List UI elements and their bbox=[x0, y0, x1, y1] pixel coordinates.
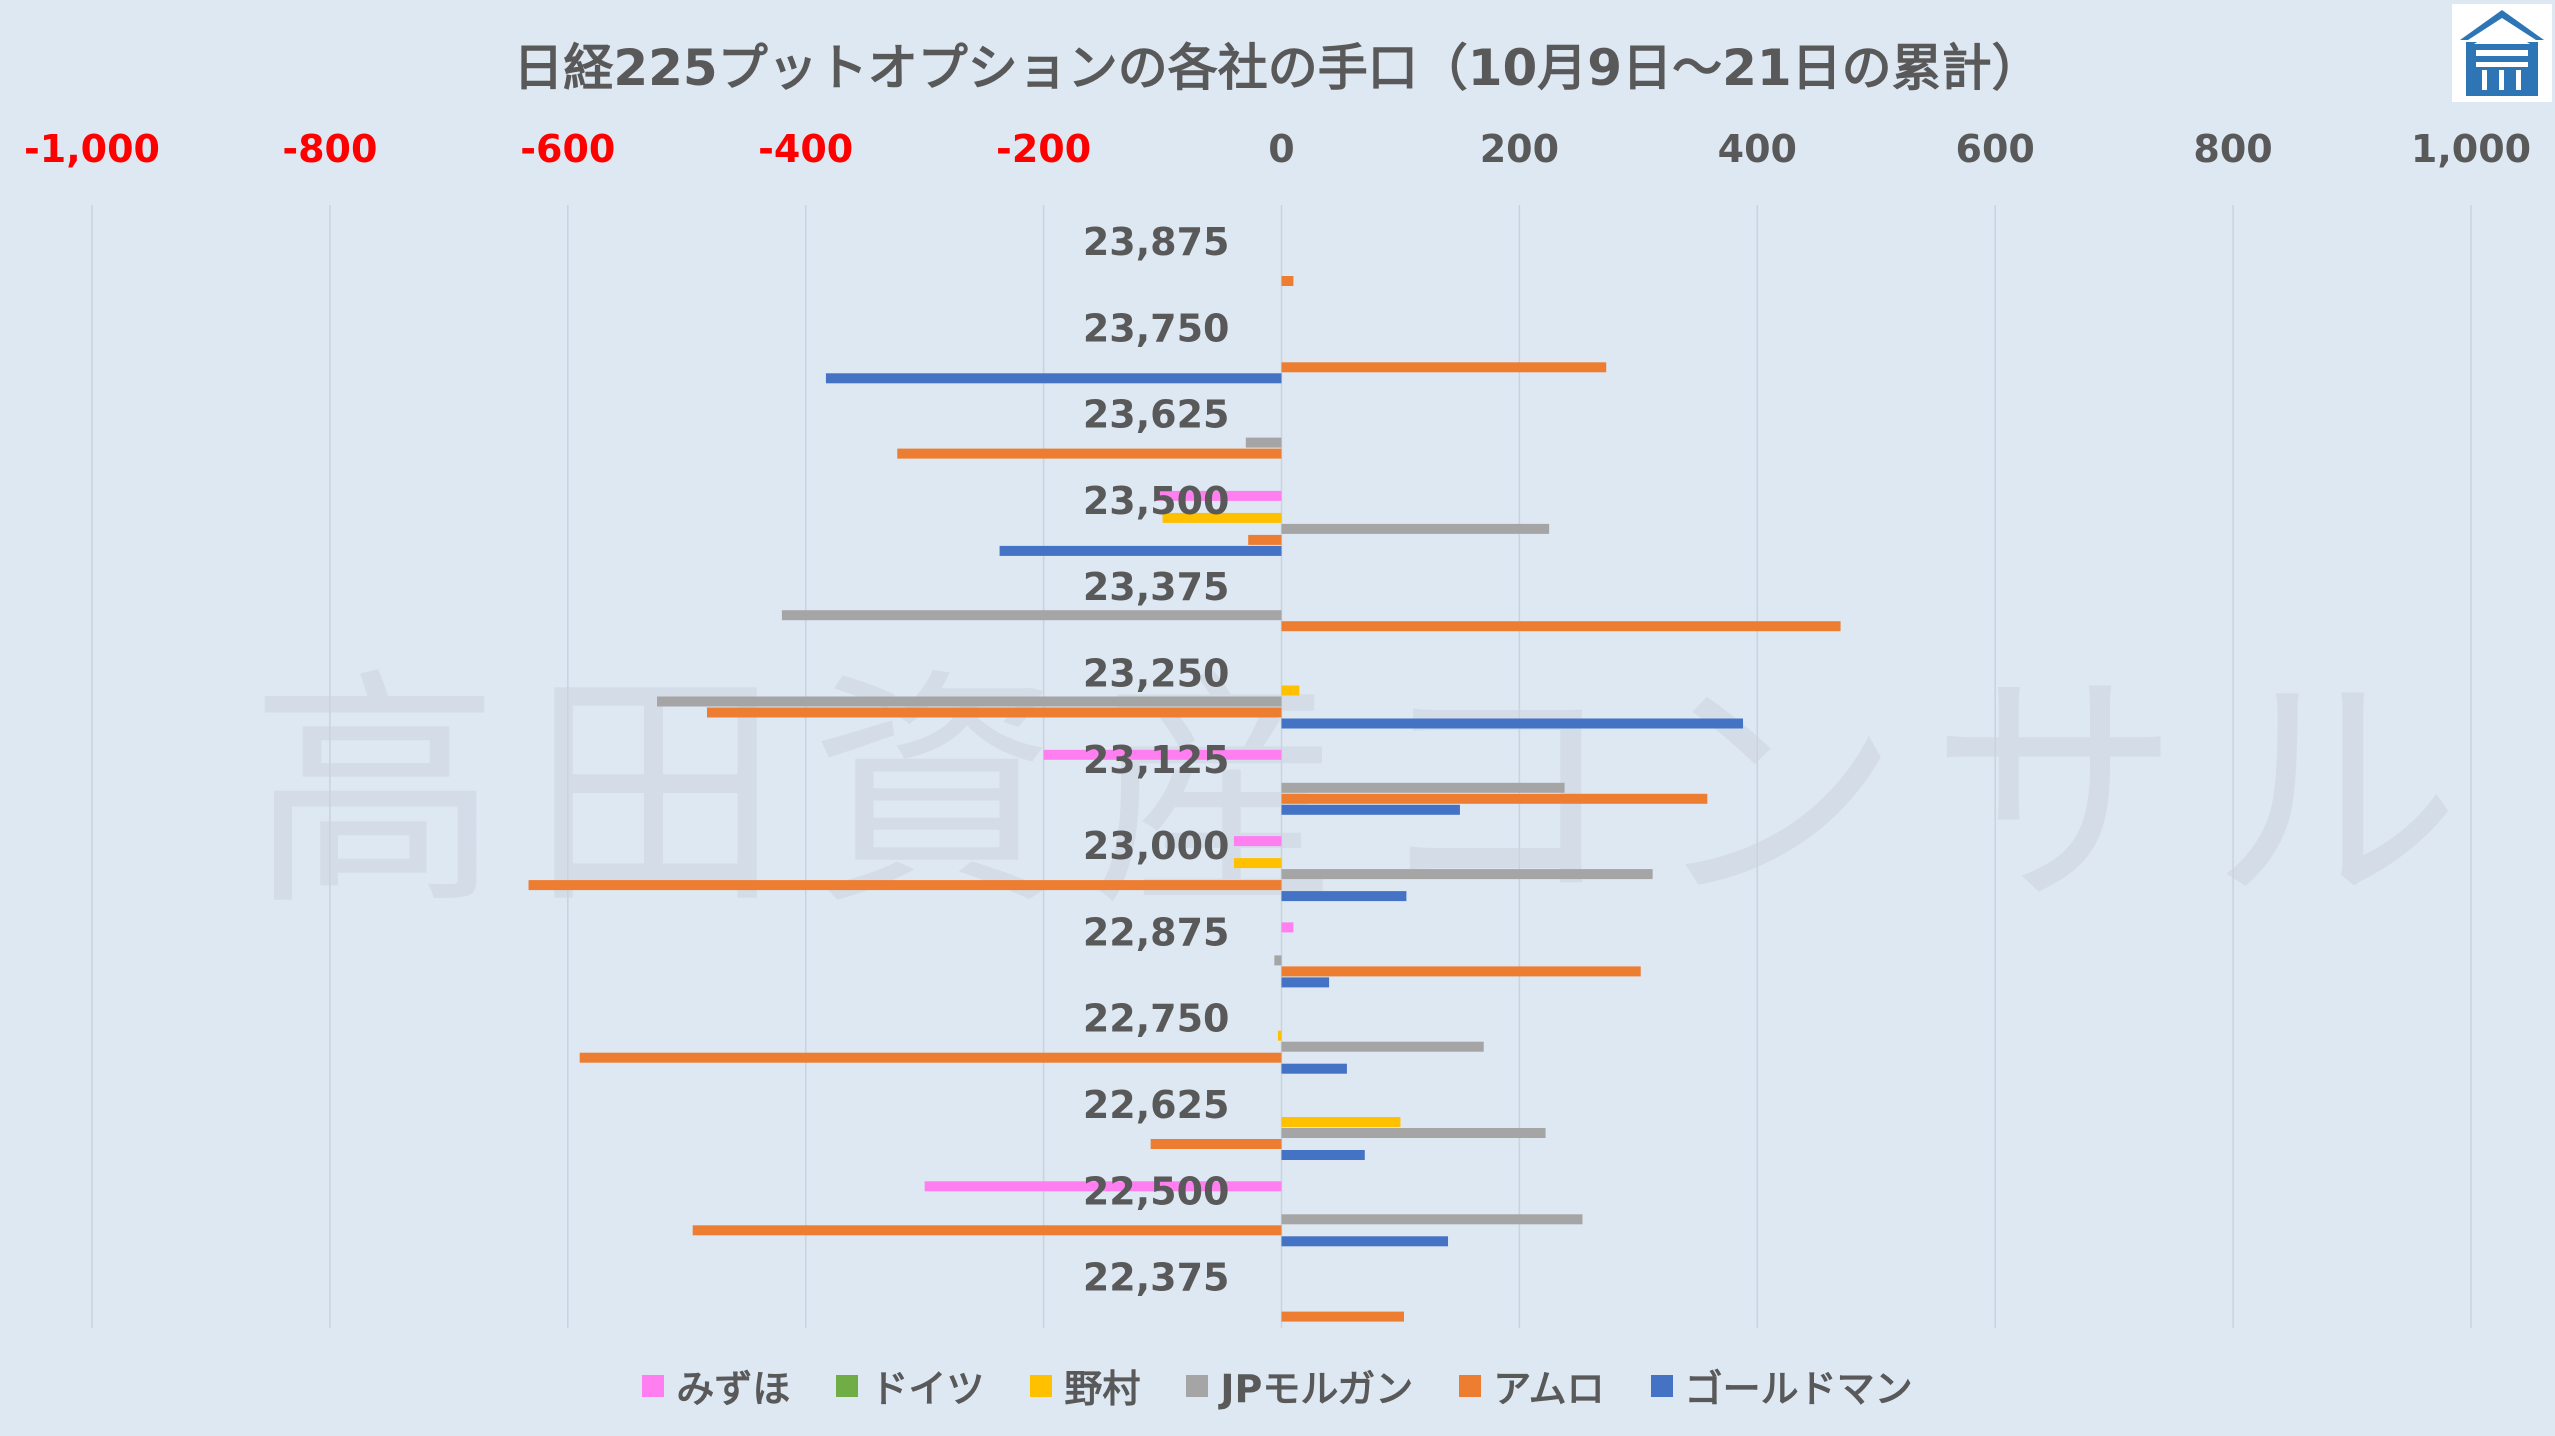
bar bbox=[897, 448, 1282, 459]
bar bbox=[1281, 362, 1607, 373]
bar bbox=[1281, 1311, 1405, 1322]
bar bbox=[1281, 891, 1407, 902]
bar bbox=[579, 1052, 1282, 1063]
legend-item: JPモルガン bbox=[1186, 1358, 1413, 1413]
legend-swatch bbox=[836, 1374, 859, 1397]
bar bbox=[1248, 534, 1282, 545]
legend-label: ドイツ bbox=[870, 1367, 985, 1411]
x-tick-label: 400 bbox=[1718, 127, 1797, 171]
bar bbox=[692, 1225, 1282, 1236]
bar bbox=[528, 880, 1282, 891]
bar bbox=[1281, 804, 1460, 815]
legend-label: JPモルガン bbox=[1220, 1367, 1414, 1411]
bar bbox=[1274, 955, 1282, 966]
legend-item: ドイツ bbox=[836, 1358, 984, 1413]
building-icon bbox=[2460, 10, 2544, 96]
bar bbox=[1281, 718, 1744, 729]
bar bbox=[1281, 1063, 1347, 1074]
y-category-label: 23,125 bbox=[1083, 738, 1230, 782]
watermark: 高田資産コンサル bbox=[250, 648, 2490, 939]
bar bbox=[924, 1181, 1282, 1192]
bar bbox=[1281, 1150, 1365, 1160]
y-category-label: 22,500 bbox=[1083, 1169, 1230, 1213]
x-tick-label: -600 bbox=[520, 127, 615, 171]
bar bbox=[1281, 276, 1294, 286]
y-category-label: 23,750 bbox=[1083, 306, 1230, 350]
bar bbox=[1281, 793, 1708, 804]
x-tick-label: 200 bbox=[1480, 127, 1559, 171]
legend-label: 野村 bbox=[1064, 1367, 1141, 1411]
legend-label: みずほ bbox=[676, 1367, 791, 1411]
bar bbox=[1150, 1139, 1282, 1149]
x-tick-label: -200 bbox=[996, 127, 1091, 171]
legend-item: みずほ bbox=[642, 1358, 790, 1413]
bar bbox=[1281, 1041, 1484, 1052]
x-tick-label: 600 bbox=[1956, 127, 2035, 171]
bar bbox=[1156, 490, 1282, 501]
chart-title: 日経225プットオプションの各社の手口（10月9日～21日の累計） bbox=[513, 39, 2042, 97]
legend-swatch bbox=[1186, 1374, 1209, 1397]
bar bbox=[1233, 836, 1282, 847]
legend-label: アムロ bbox=[1493, 1367, 1605, 1411]
bar bbox=[1281, 685, 1300, 696]
y-category-label: 23,625 bbox=[1083, 393, 1230, 437]
y-category-label: 23,500 bbox=[1083, 479, 1230, 523]
legend-item: 野村 bbox=[1030, 1358, 1140, 1413]
bar bbox=[1245, 437, 1282, 448]
y-category-label: 22,875 bbox=[1083, 910, 1230, 954]
bar bbox=[999, 545, 1282, 556]
company-logo bbox=[2452, 4, 2552, 102]
bar bbox=[1281, 869, 1653, 880]
x-tick-label: -1,000 bbox=[24, 127, 160, 171]
x-tick-label: -800 bbox=[282, 127, 377, 171]
bar bbox=[1162, 512, 1282, 523]
x-tick-label: 1,000 bbox=[2411, 127, 2531, 171]
bar bbox=[1281, 782, 1565, 793]
y-category-label: 22,750 bbox=[1083, 997, 1230, 1041]
bar bbox=[1233, 858, 1282, 869]
bar bbox=[706, 707, 1282, 718]
y-category-label: 23,000 bbox=[1083, 824, 1230, 868]
x-tick-label: 0 bbox=[1268, 127, 1294, 171]
bar bbox=[781, 610, 1282, 621]
y-category-label: 22,625 bbox=[1083, 1083, 1230, 1127]
x-tick-label: 800 bbox=[2193, 127, 2272, 171]
bar bbox=[1281, 621, 1841, 632]
bar bbox=[1281, 1128, 1546, 1138]
bar bbox=[1281, 1117, 1401, 1127]
bar bbox=[1281, 1214, 1583, 1225]
legend-item: ゴールドマン bbox=[1650, 1358, 1913, 1413]
legend-item: アムロ bbox=[1459, 1358, 1605, 1413]
bar bbox=[1281, 1236, 1449, 1247]
y-category-label: 22,375 bbox=[1083, 1256, 1230, 1300]
legend-swatch bbox=[642, 1374, 665, 1397]
bar bbox=[1281, 977, 1330, 988]
y-category-label: 23,375 bbox=[1083, 565, 1230, 609]
legend-swatch bbox=[1459, 1374, 1482, 1397]
bar bbox=[1281, 523, 1550, 534]
bar bbox=[1043, 749, 1282, 760]
legend-swatch bbox=[1030, 1374, 1053, 1397]
legend-label: ゴールドマン bbox=[1684, 1367, 1913, 1411]
bar bbox=[1277, 1030, 1282, 1041]
bar bbox=[657, 696, 1282, 707]
bar bbox=[1281, 922, 1294, 933]
y-category-label: 23,250 bbox=[1083, 652, 1230, 696]
x-tick-label: -400 bbox=[758, 127, 853, 171]
bar bbox=[1281, 966, 1641, 977]
legend-swatch bbox=[1650, 1374, 1673, 1397]
bar bbox=[825, 373, 1282, 384]
legend: みずほ ドイツ 野村 JPモルガン アムロ ゴールドマン bbox=[0, 1358, 2555, 1413]
y-category-label: 23,875 bbox=[1083, 220, 1230, 264]
